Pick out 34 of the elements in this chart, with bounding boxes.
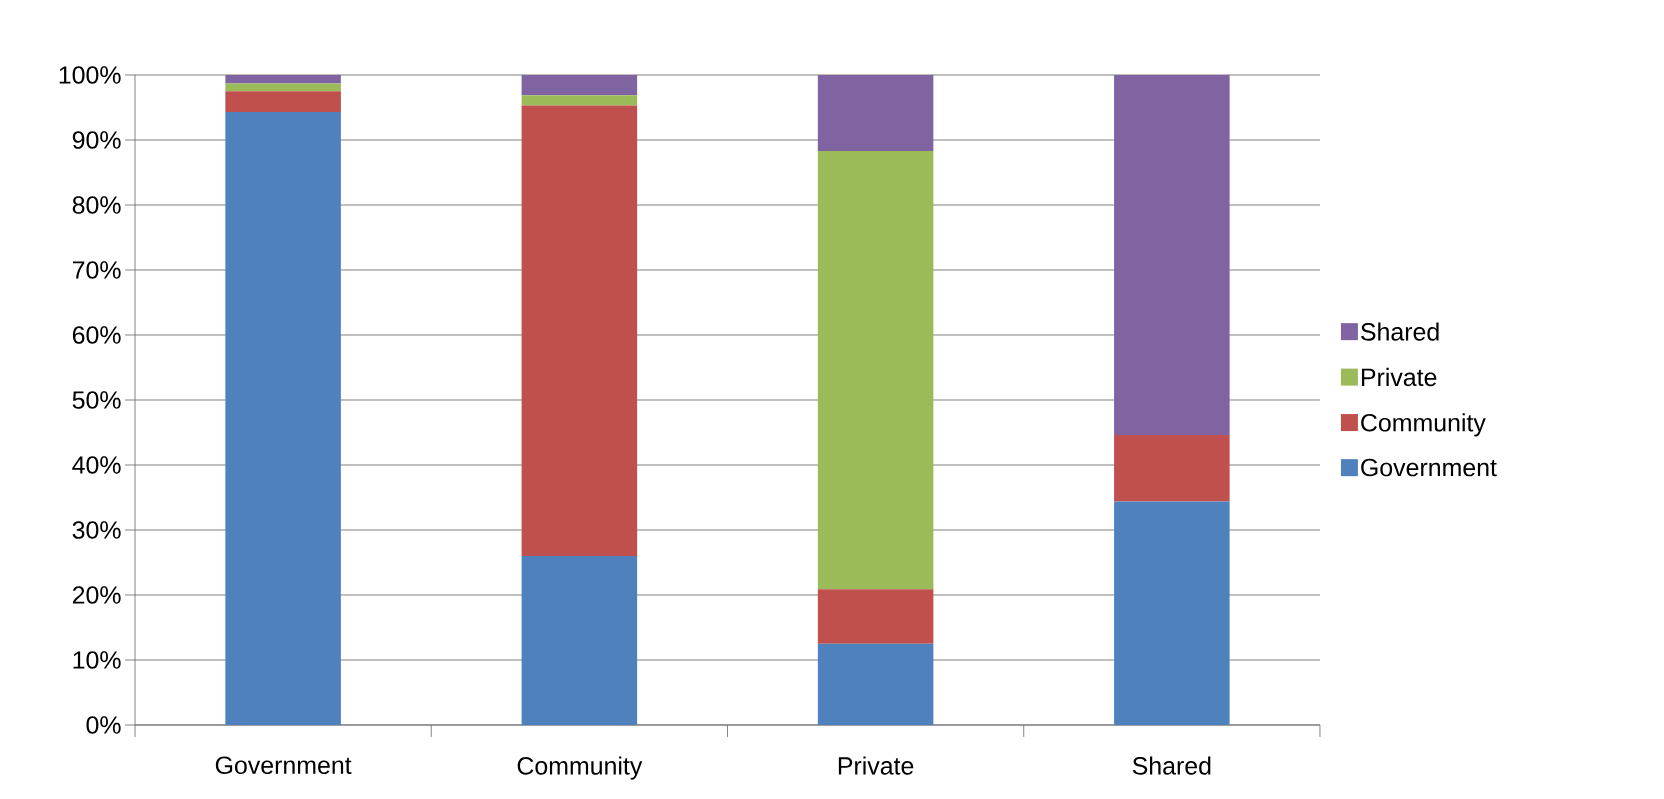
y-tick-label: 30% (72, 521, 121, 539)
y-tick-label: 50% (72, 391, 121, 409)
y-tick-label: 40% (72, 456, 121, 474)
legend-label: Shared (1361, 322, 1439, 341)
bar (225, 74, 341, 84)
bar (1114, 435, 1230, 502)
y-tick-label: 0% (86, 716, 121, 734)
bar (225, 91, 341, 113)
bar (521, 556, 638, 725)
bar (1114, 501, 1230, 725)
bar (521, 105, 638, 556)
x-tick-label: Community (517, 756, 643, 780)
bar (225, 112, 341, 725)
legend-label: Private (1361, 367, 1437, 387)
bar (817, 151, 934, 590)
bar (521, 74, 638, 96)
bar (817, 74, 934, 152)
bar (225, 83, 341, 92)
x-tick-label: Private (838, 756, 914, 775)
y-tick-label: 60% (72, 326, 121, 344)
x-tick-label: Government (215, 756, 352, 775)
bar (817, 589, 934, 644)
bar (1114, 74, 1230, 436)
y-tick-label: 10% (73, 651, 121, 669)
bar (521, 95, 638, 106)
legend-label: Community (1361, 413, 1486, 437)
y-tick-label: 80% (72, 196, 121, 214)
y-tick-label: 100% (59, 66, 121, 84)
legend-label: Government (1361, 458, 1497, 477)
y-tick-label: 70% (72, 261, 121, 279)
x-tick-label: Shared (1132, 756, 1211, 775)
y-tick-label: 90% (72, 131, 121, 149)
y-tick-label: 20% (72, 586, 121, 604)
bar (817, 643, 934, 725)
